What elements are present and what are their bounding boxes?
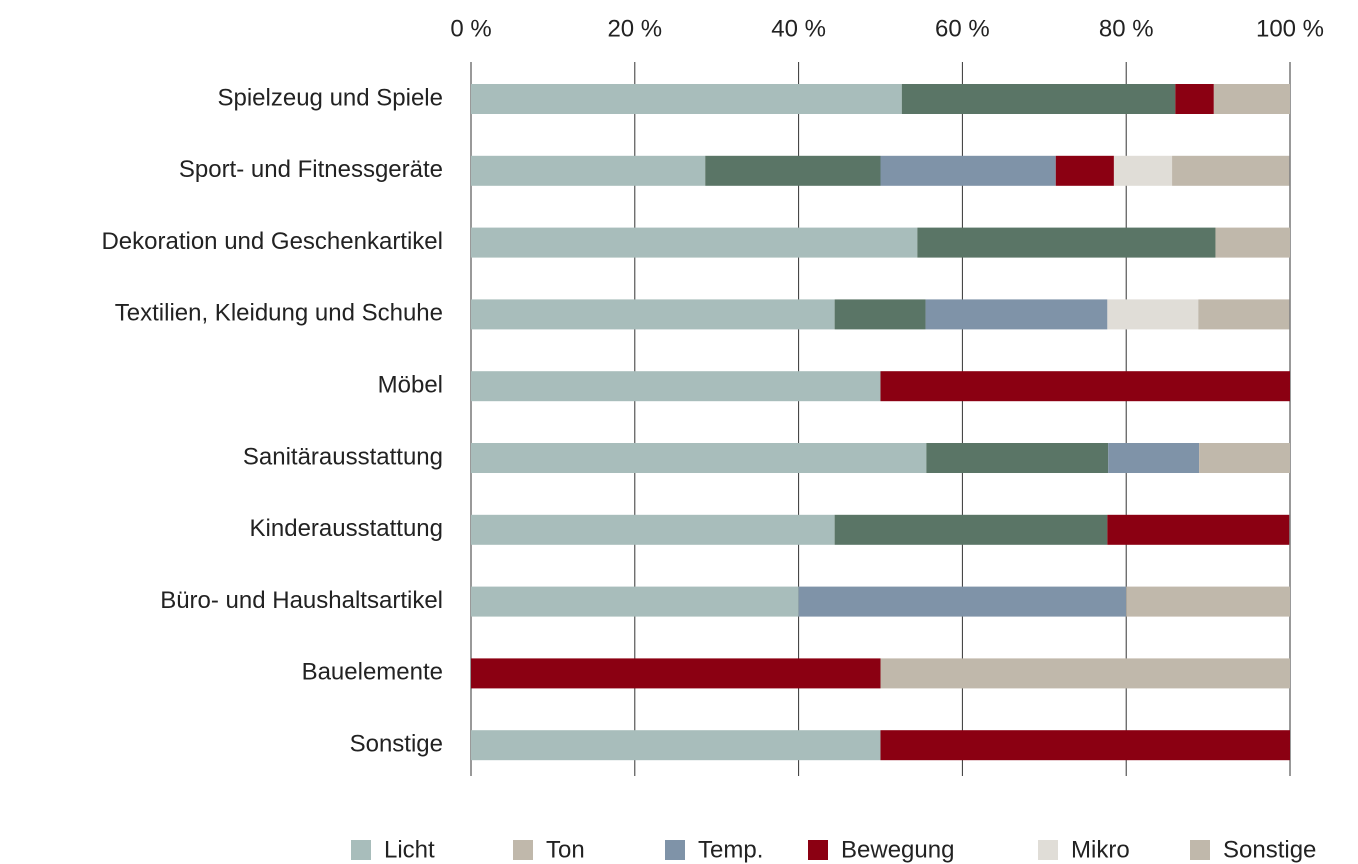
- bar-segment: [471, 155, 706, 186]
- category-label: Sanitärausstattung: [243, 443, 443, 470]
- legend-swatch: [351, 840, 371, 860]
- bar-segment: [1108, 443, 1200, 473]
- category-label: Textilien, Kleidung und Schuhe: [115, 300, 443, 327]
- x-tick-label: 40 %: [771, 15, 826, 42]
- bar-segment: [1215, 227, 1290, 258]
- bar-segment: [1172, 155, 1290, 186]
- x-tick-label: 60 %: [935, 15, 990, 42]
- legend-label: Licht: [384, 836, 435, 863]
- legend-swatch: [1190, 840, 1210, 860]
- bar-segment: [880, 371, 1290, 402]
- bar-segment: [925, 299, 1108, 330]
- bar-segment: [926, 443, 1109, 473]
- bar-segment: [471, 730, 881, 761]
- x-tick-label: 100 %: [1256, 15, 1324, 42]
- bar-segment: [1198, 299, 1290, 330]
- bar-segment: [471, 299, 835, 330]
- bar-segment: [1126, 586, 1290, 617]
- bar-segment: [834, 299, 926, 330]
- category-label: Spielzeug und Spiele: [217, 84, 443, 111]
- bar-segment: [1055, 155, 1114, 186]
- legend-label: Bewegung: [841, 836, 954, 863]
- bar-segment: [901, 84, 1176, 114]
- bar-segment: [1107, 514, 1290, 545]
- bar-segment: [705, 155, 881, 186]
- bar-segment: [471, 371, 881, 402]
- legend-swatch: [808, 840, 828, 860]
- x-tick-label: 20 %: [607, 15, 662, 42]
- category-label: Möbel: [378, 372, 443, 399]
- category-label: Dekoration und Geschenkartikel: [101, 228, 443, 255]
- bar-segment: [1213, 84, 1290, 114]
- legend-label: Mikro: [1071, 836, 1130, 863]
- category-label: Kinderausstattung: [250, 515, 443, 542]
- legend-label: Ton: [546, 836, 585, 863]
- bar-segment: [1113, 155, 1173, 186]
- bar-segment: [880, 155, 1056, 186]
- x-tick-label: 0 %: [450, 15, 491, 42]
- x-tick-label: 80 %: [1099, 15, 1154, 42]
- bar-segment: [880, 730, 1290, 761]
- bar-segment: [798, 586, 1127, 617]
- legend-swatch: [513, 840, 533, 860]
- category-label: Sport- und Fitnessgeräte: [179, 156, 443, 183]
- category-label: Büro- und Haushaltsartikel: [160, 587, 443, 614]
- bar-segment: [834, 514, 1108, 545]
- bar-segment: [1107, 299, 1199, 330]
- bar-segment: [1175, 84, 1214, 114]
- category-label: Sonstige: [350, 731, 443, 758]
- legend-swatch: [665, 840, 685, 860]
- legend-label: Sonstige: [1223, 836, 1316, 863]
- bar-segment: [471, 84, 902, 114]
- bar-segment: [471, 586, 799, 617]
- legend-swatch: [1038, 840, 1058, 860]
- bar-segment: [471, 658, 881, 689]
- category-label: Bauelemente: [302, 659, 443, 686]
- bar-segment: [880, 658, 1290, 689]
- bar-segment: [917, 227, 1216, 258]
- bar-segment: [471, 514, 835, 545]
- bar-segment: [471, 227, 918, 258]
- legend-label: Temp.: [698, 836, 763, 863]
- bar-segment: [1199, 443, 1290, 473]
- bar-segment: [471, 443, 927, 473]
